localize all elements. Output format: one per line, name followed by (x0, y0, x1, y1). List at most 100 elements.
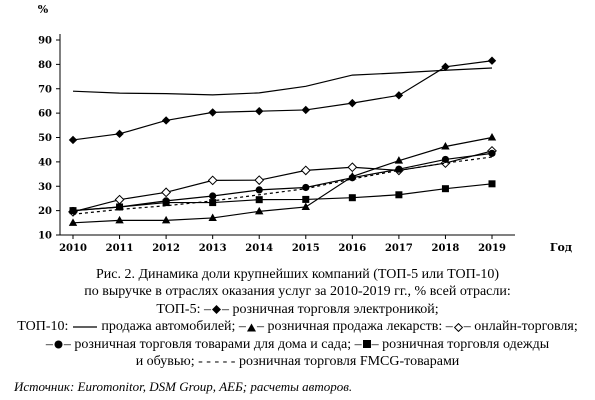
data-point-triangle (441, 142, 450, 150)
data-point-open-diamond (347, 162, 358, 173)
data-point-diamond (487, 56, 497, 65)
data-point-square (162, 199, 170, 207)
series-electronics (68, 56, 497, 145)
y-tick-labels: 10 20 30 40 50 60 70 80 90 (38, 36, 52, 242)
y-tick-label: 50 (38, 133, 52, 144)
line6-text: и обувью; (135, 354, 195, 370)
dashed-line-marker: - - - - - (198, 354, 236, 370)
data-point-square (209, 199, 217, 207)
y-tick-label: 90 (38, 36, 52, 47)
x-tick-label: 2018 (432, 243, 460, 254)
top5-prefix: ТОП-5: – (156, 301, 211, 317)
legend-fmcg: розничная торговля FMCG-товарами (238, 354, 460, 370)
chart-axes (56, 34, 515, 239)
data-point-square (395, 191, 403, 199)
y-tick-label: 10 (38, 231, 52, 242)
data-point-open-diamond (207, 175, 218, 186)
data-point-diamond (394, 91, 404, 100)
series-line-electronics (72, 60, 493, 141)
series-fmcg (72, 156, 493, 215)
top10-prefix: ТОП-10: (17, 319, 69, 335)
triangle-marker-icon (246, 323, 256, 331)
data-point-diamond (115, 129, 124, 139)
plot-area (68, 56, 497, 226)
x-tick-label: 2011 (106, 243, 134, 254)
y-tick-label: 40 (38, 157, 52, 168)
caption-line-5: – – розничная торговля товарами для дома … (0, 336, 595, 353)
y-axis-title: % (38, 3, 49, 16)
data-point-triangle (161, 215, 171, 224)
x-tick-label: 2014 (245, 243, 273, 254)
data-point-triangle (255, 206, 264, 215)
diamond-open-marker-icon (453, 322, 463, 332)
x-tick-label: 2010 (59, 243, 87, 254)
series-line-online (72, 150, 493, 213)
data-point-diamond (255, 106, 264, 116)
series-pharmacy (68, 133, 497, 226)
data-point-square (488, 180, 496, 188)
data-point-circle (302, 183, 310, 192)
data-point-diamond (441, 62, 450, 72)
x-tick-label: 2013 (199, 243, 227, 254)
x-tick-label: 2015 (292, 243, 320, 254)
y-tick-label: 60 (38, 109, 52, 120)
series-online (68, 145, 497, 217)
data-point-square (441, 185, 449, 193)
caption-line-6: и обувью; - - - - - розничная торговля F… (0, 353, 595, 370)
data-point-triangle (115, 215, 124, 224)
data-point-square (255, 196, 263, 204)
diamond-filled-marker-icon (211, 305, 221, 315)
data-point-square (116, 203, 124, 211)
series-auto (72, 67, 493, 96)
series-home_garden (69, 149, 496, 215)
figure-caption: Рис. 2. Динамика доли крупнейших компани… (0, 266, 595, 370)
data-point-triangle (394, 156, 404, 164)
series-apparel (69, 180, 496, 215)
caption-line-4: ТОП-10: продажа автомобилей; – – рознична… (0, 318, 595, 335)
legend-electronics: – розничная торговля электроникой; (221, 301, 439, 317)
data-point-square (69, 207, 77, 215)
solid-line-marker-icon (72, 326, 97, 328)
data-point-triangle (208, 213, 217, 221)
data-point-diamond (301, 105, 310, 115)
y-tick-label: 70 (38, 84, 52, 95)
data-point-open-diamond (114, 194, 125, 205)
x-tick-label: 2017 (385, 243, 413, 254)
caption-line-3: ТОП-5: – – розничная торговля электронико… (0, 301, 595, 318)
data-point-circle (255, 186, 263, 194)
x-tick-label: 2016 (338, 243, 366, 254)
data-point-circle (209, 192, 217, 200)
data-point-square (348, 194, 356, 202)
data-point-circle (441, 155, 450, 164)
x-tick-labels: 2010 2011 2012 2013 2014 2015 2016 2017 2018 2019 (59, 243, 506, 254)
legend-auto: продажа автомобилей; – (101, 319, 246, 335)
data-point-open-diamond (161, 187, 172, 198)
square-marker-icon (362, 340, 371, 349)
series-line-auto (72, 67, 493, 96)
legend-online: – онлайн-торговля; (463, 319, 578, 335)
data-point-diamond (348, 98, 357, 108)
legend-pharmacy: – розничная продажа лекарств: – (256, 319, 453, 335)
data-point-open-diamond (300, 165, 311, 176)
data-point-circle (488, 149, 496, 157)
series-line-fmcg (72, 156, 493, 215)
y-tick-label: 20 (38, 206, 52, 217)
data-point-triangle (68, 218, 78, 226)
source-note: Источник: Euromonitor, DSM Group, АЕБ; р… (14, 379, 353, 394)
caption-line-1: Рис. 2. Динамика доли крупнейших компани… (95, 267, 500, 282)
series-line-pharmacy (72, 136, 493, 224)
legend-home-garden: – розничная торговля товарами для дома и… (63, 336, 362, 352)
y-tick-label: 80 (38, 60, 52, 71)
data-point-circle (348, 174, 356, 182)
x-tick-label: 2019 (478, 243, 506, 254)
line5-prefix: – (45, 336, 53, 352)
legend-apparel: – розничная торговля одежды (371, 336, 550, 352)
data-point-triangle (301, 202, 310, 210)
data-point-diamond (161, 116, 171, 125)
caption-line-2: по выручке в отраслях оказания услуг за … (84, 284, 511, 300)
data-point-triangle (487, 133, 497, 141)
data-point-circle (395, 165, 403, 173)
data-point-open-diamond (254, 175, 265, 186)
x-axis-title: Год (550, 241, 572, 254)
